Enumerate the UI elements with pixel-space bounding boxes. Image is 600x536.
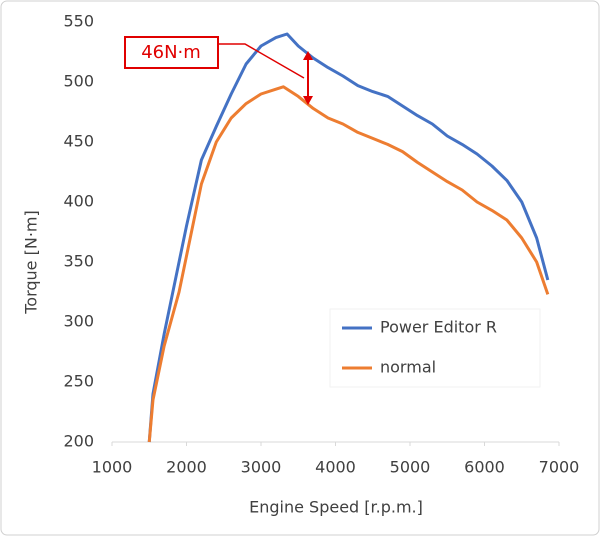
x-tick-label: 5000 <box>390 458 431 477</box>
y-tick-label: 500 <box>63 72 94 91</box>
x-tick-label: 7000 <box>539 458 580 477</box>
y-tick-label: 250 <box>63 372 94 391</box>
annotation-box <box>124 36 219 69</box>
y-tick-label: 400 <box>63 192 94 211</box>
series-line <box>147 85 550 443</box>
legend-label: Power Editor R <box>380 318 497 337</box>
x-tick-label: 6000 <box>464 458 505 477</box>
annotation-leader <box>218 43 305 79</box>
y-axis-title: Torque [N·m] <box>22 210 41 315</box>
x-tick-label: 1000 <box>92 458 133 477</box>
series-line <box>147 32 550 443</box>
y-tick-label: 550 <box>63 12 94 31</box>
y-tick-label: 300 <box>63 312 94 331</box>
x-axis-title: Engine Speed [r.p.m.] <box>249 498 423 517</box>
y-tick-label: 450 <box>63 132 94 151</box>
legend-box <box>329 308 541 388</box>
x-tick-label: 4000 <box>315 458 356 477</box>
y-tick-label: 350 <box>63 252 94 271</box>
legend-label: normal <box>380 358 436 377</box>
x-tick-label: 3000 <box>241 458 282 477</box>
y-tick-label: 200 <box>63 432 94 451</box>
x-tick-label: 2000 <box>166 458 207 477</box>
annotation-text: 46N·m <box>141 42 201 63</box>
